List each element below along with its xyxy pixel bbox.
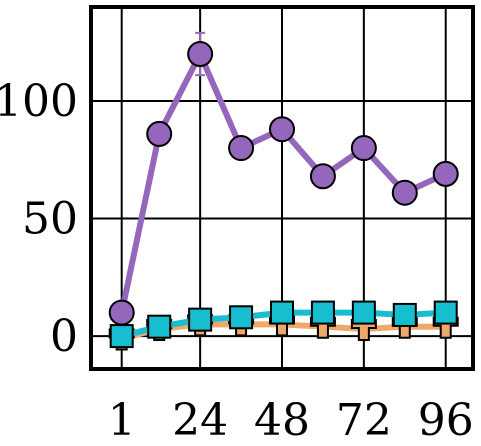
data-point [270,300,294,325]
x-tick-label: 24 [172,395,228,446]
y-tick-label: 50 [22,194,78,245]
data-point [229,305,254,330]
tick-labels: 1 24 48 72 96 0 50 100 [0,76,474,446]
data-point [309,163,336,190]
data-point [351,300,376,325]
data-point [433,300,458,325]
data-point [188,307,213,332]
data-point [108,299,135,326]
data-point [269,116,295,143]
x-tick-label: 48 [254,395,310,446]
y-tick-label: 100 [0,76,78,127]
series-circle [108,31,459,326]
data-point [228,135,255,162]
x-tick-label: 96 [418,395,474,446]
data-point [109,324,134,349]
data-point [391,179,418,206]
series-square [109,300,458,349]
x-tick-label: 1 [108,395,136,446]
data-point [392,302,417,327]
data-point [146,120,173,147]
data-point [147,314,172,339]
plot-series [108,31,459,351]
data-point [350,135,377,162]
x-tick-label: 72 [336,395,392,446]
plot-frame [89,5,475,371]
data-point [310,300,335,325]
data-point [187,41,214,68]
data-point [432,160,459,187]
y-tick-label: 0 [50,311,78,362]
